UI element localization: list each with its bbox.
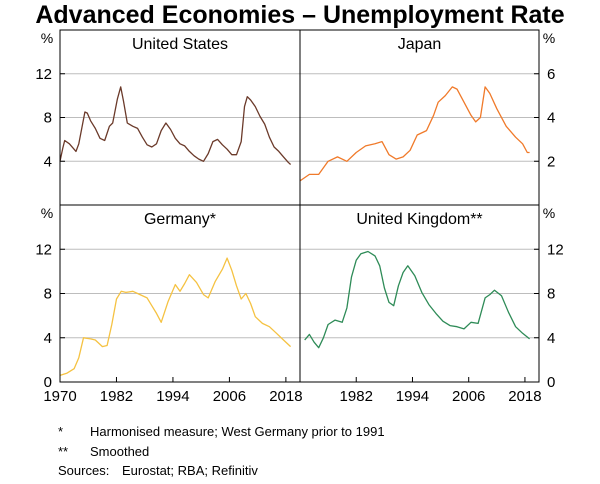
y-tick-label-japan-6: 6	[547, 66, 555, 83]
footnote-2-mark: **	[58, 444, 69, 459]
x-tick-label-left-2018: 2018	[269, 388, 302, 405]
footnote-2-text: Smoothed	[90, 444, 150, 459]
series-line-japan	[299, 86, 530, 182]
footnote-1-text: Harmonised measure; West Germany prior t…	[90, 424, 385, 439]
y-unit-label-united-states: %	[41, 30, 53, 46]
x-tick-label-right-2006: 2006	[452, 388, 485, 405]
panel-title-japan: Japan	[398, 36, 442, 53]
y-tick-label-united-states-12: 12	[35, 66, 52, 83]
y-tick-label-germany-8: 8	[44, 286, 52, 303]
series-line-united-states	[59, 86, 292, 165]
y-unit-label-germany: %	[41, 205, 53, 221]
chart-title: Advanced Economies – Unemployment Rate	[35, 1, 565, 29]
panel-title-united-kingdom: United Kingdom**	[356, 211, 482, 228]
y-tick-label-united-kingdom-8: 8	[547, 286, 555, 303]
x-tick-label-right-2018: 2018	[508, 388, 541, 405]
panel-title-united-states: United States	[132, 36, 228, 53]
panel-title-germany: Germany*	[144, 211, 216, 228]
sources-label: Sources:	[58, 463, 110, 478]
y-tick-label-united-states-4: 4	[44, 153, 52, 170]
sources-text: Eurostat; RBA; Refinitiv	[122, 463, 258, 478]
y-unit-label-japan: %	[543, 30, 555, 46]
series-line-united-kingdom	[304, 250, 531, 349]
x-tick-label-right-1982: 1982	[340, 388, 373, 405]
y-tick-label-united-kingdom-12: 12	[547, 241, 564, 258]
y-tick-label-germany-12: 12	[35, 241, 52, 258]
x-tick-label-left-1982: 1982	[100, 388, 133, 405]
x-tick-label-left-1994: 1994	[156, 388, 189, 405]
y-unit-label-united-kingdom: %	[543, 205, 555, 221]
footnote-1-mark: *	[58, 424, 64, 439]
x-tick-label-left-1970: 1970	[43, 388, 76, 405]
y-tick-label-japan-4: 4	[547, 110, 555, 127]
y-tick-label-united-states-8: 8	[44, 110, 52, 127]
y-tick-label-germany-0: 0	[44, 374, 52, 391]
x-tick-label-right-1994: 1994	[396, 388, 429, 405]
x-tick-label-left-2006: 2006	[213, 388, 246, 405]
y-tick-label-united-kingdom-4: 4	[547, 330, 555, 347]
y-tick-label-united-kingdom-0: 0	[547, 374, 555, 391]
y-tick-label-germany-4: 4	[44, 330, 52, 347]
y-tick-label-japan-2: 2	[547, 153, 555, 170]
series-line-germany	[59, 257, 292, 377]
